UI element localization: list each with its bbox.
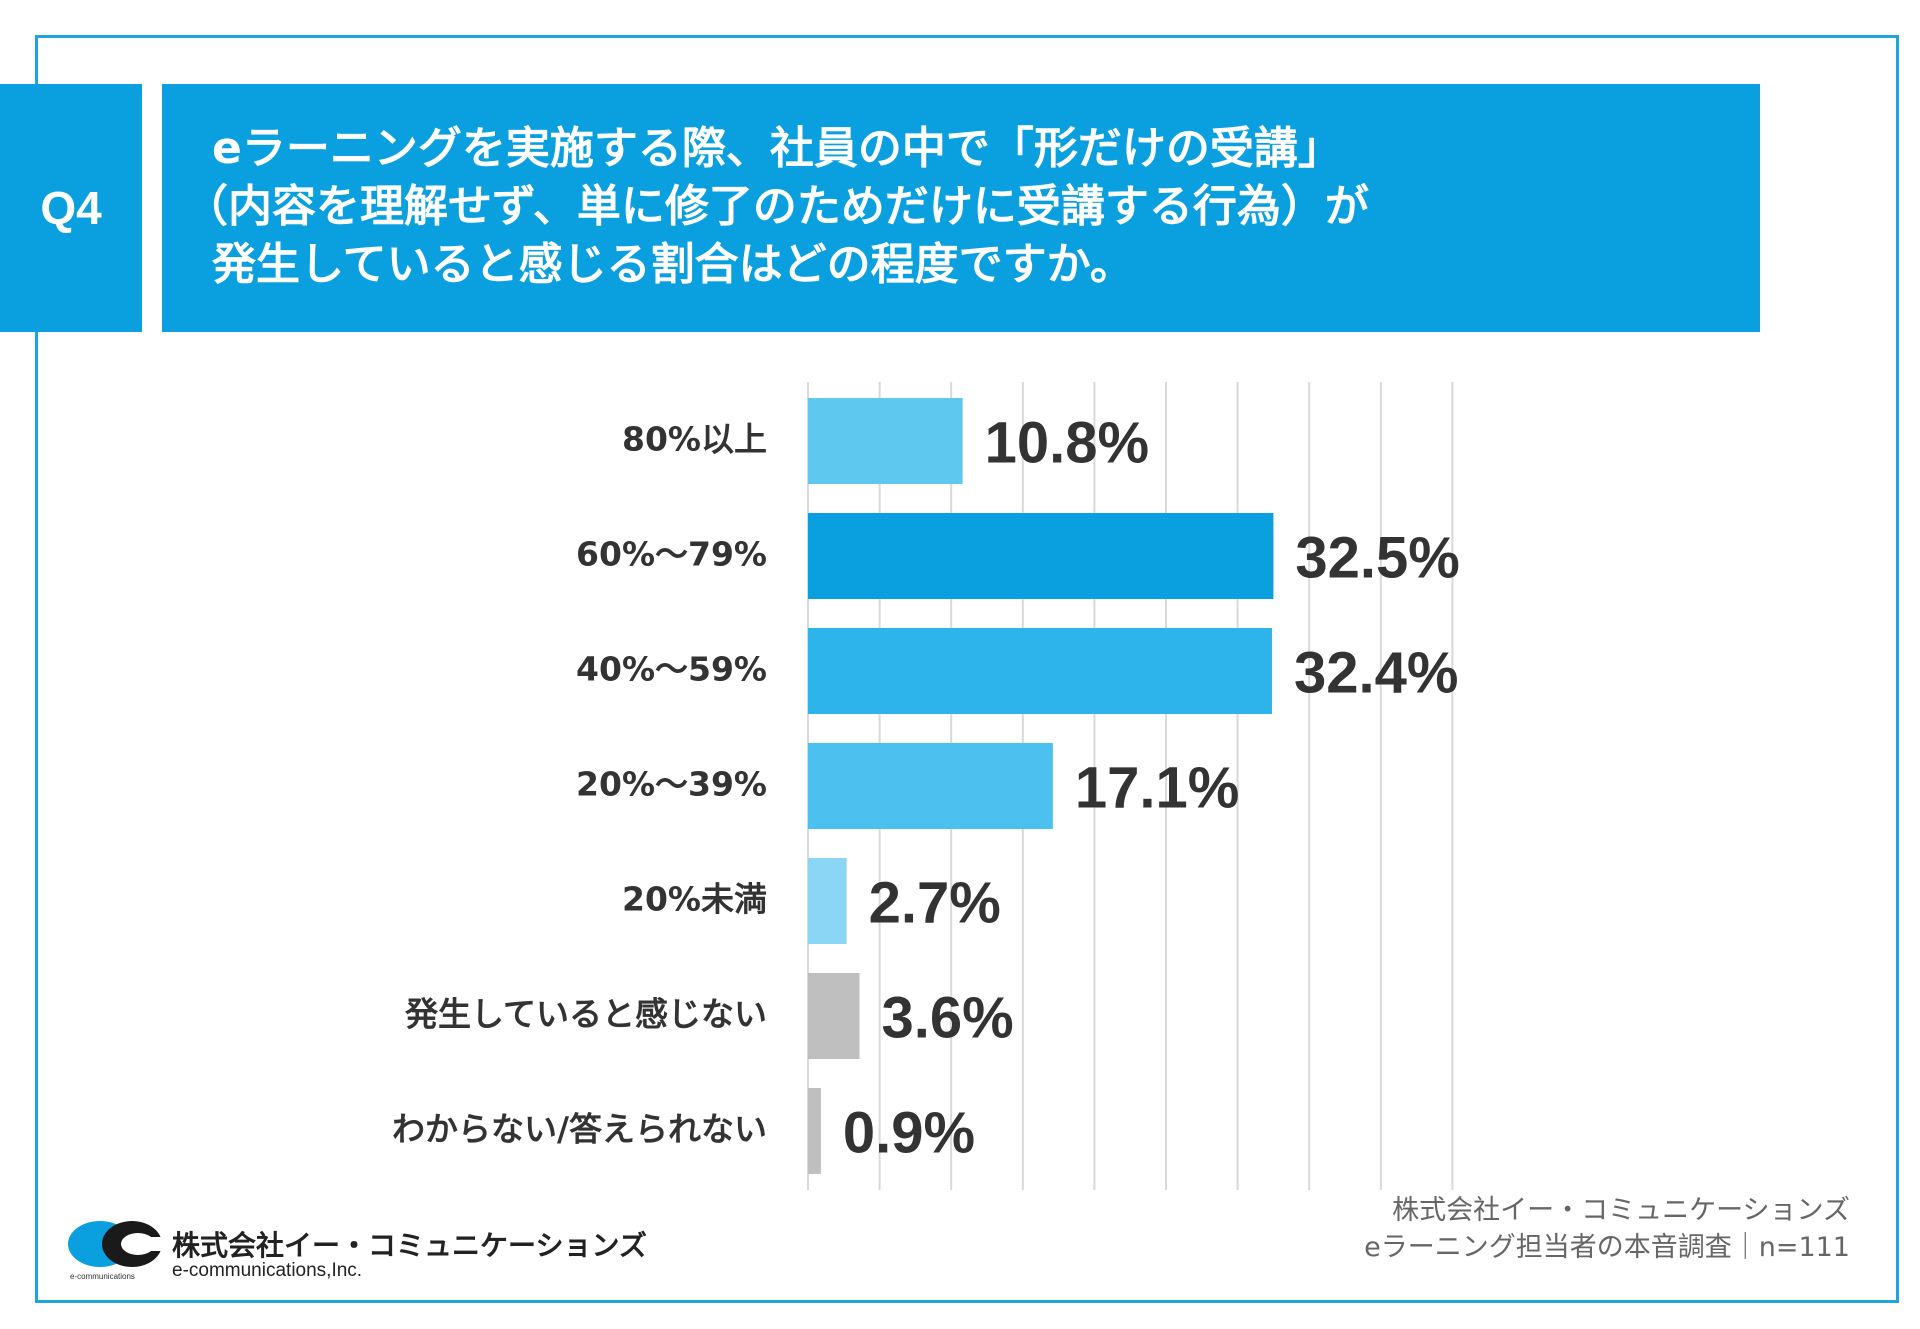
value-label: 0.9% — [843, 1101, 975, 1166]
logo-company-en: e-communications,Inc. — [172, 1260, 363, 1281]
value-label: 32.5% — [1295, 526, 1459, 591]
bar — [808, 743, 1053, 829]
question-number: Q4 — [40, 182, 102, 234]
source-company: 株式会社イー・コミュニケーションズ — [1392, 1195, 1850, 1226]
source-note: 株式会社イー・コミュニケーションズ eラーニング担当者の本音調査｜n=111 — [1364, 1192, 1850, 1266]
category-label: 20%〜39% — [576, 765, 767, 804]
value-label: 3.6% — [882, 986, 1014, 1051]
bar — [808, 628, 1272, 714]
question-banner: eラーニングを実施する際、社員の中で「形だけの受講」 （内容を理解せず、単に修了… — [162, 84, 1760, 332]
value-label: 17.1% — [1075, 756, 1239, 821]
logo-mark-icon — [68, 1221, 168, 1267]
bar — [808, 973, 860, 1059]
category-label: 発生していると感じない — [405, 995, 767, 1034]
value-label: 2.7% — [869, 871, 1001, 936]
category-label: 60%〜79% — [576, 535, 767, 574]
company-logo: e-communications 株式会社イー・コミュニケーションズ e-com… — [66, 1218, 647, 1288]
category-label: 20%未満 — [622, 880, 767, 919]
question-line-2: （内容を理解せず、単に修了のためだけに受講する行為）が — [184, 181, 1369, 232]
card-frame — [35, 35, 1899, 1303]
question-line-3: 発生していると感じる割合はどの程度ですか。 — [212, 239, 1134, 290]
logo-small-text: e-communications — [70, 1272, 135, 1281]
question-line-1: eラーニングを実施する際、社員の中で「形だけの受講」 — [212, 123, 1342, 174]
source-survey: eラーニング担当者の本音調査｜n=111 — [1364, 1232, 1850, 1263]
value-label: 10.8% — [985, 411, 1149, 476]
value-label: 32.4% — [1294, 641, 1458, 706]
question-number-badge: Q4 — [0, 84, 142, 332]
bar — [808, 513, 1274, 599]
logo-company-jp: 株式会社イー・コミュニケーションズ — [172, 1229, 647, 1262]
bar — [808, 1088, 821, 1174]
bar — [808, 858, 847, 944]
category-label: 40%〜59% — [576, 650, 767, 689]
bar — [808, 398, 963, 484]
category-label: 80%以上 — [622, 420, 767, 459]
category-label: わからない/答えられない — [392, 1110, 767, 1149]
